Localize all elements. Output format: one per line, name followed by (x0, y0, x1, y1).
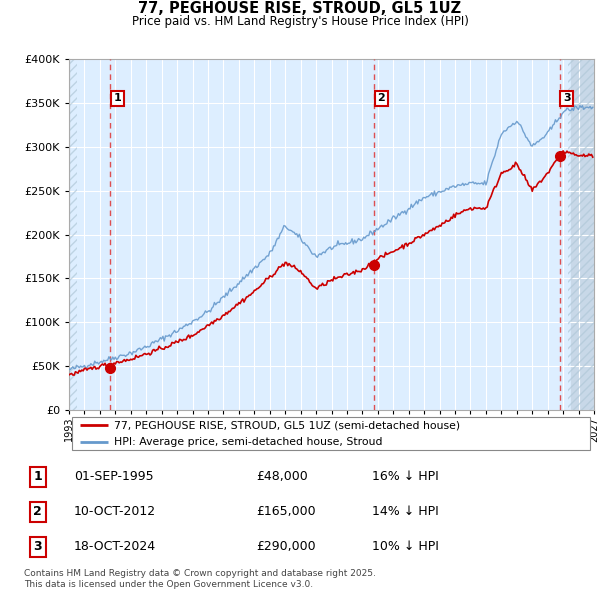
Text: 18-OCT-2024: 18-OCT-2024 (74, 540, 156, 553)
Text: 10-OCT-2012: 10-OCT-2012 (74, 505, 156, 519)
Text: 77, PEGHOUSE RISE, STROUD, GL5 1UZ: 77, PEGHOUSE RISE, STROUD, GL5 1UZ (139, 1, 461, 16)
Text: 16% ↓ HPI: 16% ↓ HPI (372, 470, 439, 483)
Text: HPI: Average price, semi-detached house, Stroud: HPI: Average price, semi-detached house,… (113, 437, 382, 447)
Bar (69, 59, 77, 410)
Text: 10% ↓ HPI: 10% ↓ HPI (372, 540, 439, 553)
Text: 14% ↓ HPI: 14% ↓ HPI (372, 505, 439, 519)
Text: £48,000: £48,000 (256, 470, 308, 483)
Text: £290,000: £290,000 (256, 540, 316, 553)
Text: 2: 2 (34, 505, 42, 519)
Text: 77, PEGHOUSE RISE, STROUD, GL5 1UZ (semi-detached house): 77, PEGHOUSE RISE, STROUD, GL5 1UZ (semi… (113, 420, 460, 430)
Text: Price paid vs. HM Land Registry's House Price Index (HPI): Price paid vs. HM Land Registry's House … (131, 15, 469, 28)
Text: Contains HM Land Registry data © Crown copyright and database right 2025.
This d: Contains HM Land Registry data © Crown c… (24, 569, 376, 589)
Text: £165,000: £165,000 (256, 505, 316, 519)
Text: 01-SEP-1995: 01-SEP-1995 (74, 470, 154, 483)
Text: 1: 1 (34, 470, 42, 483)
Text: 3: 3 (563, 93, 571, 103)
FancyBboxPatch shape (71, 417, 590, 450)
Text: 3: 3 (34, 540, 42, 553)
Text: 2: 2 (377, 93, 385, 103)
Bar (571, 59, 594, 410)
Bar (568, 59, 594, 410)
Text: 1: 1 (113, 93, 121, 103)
